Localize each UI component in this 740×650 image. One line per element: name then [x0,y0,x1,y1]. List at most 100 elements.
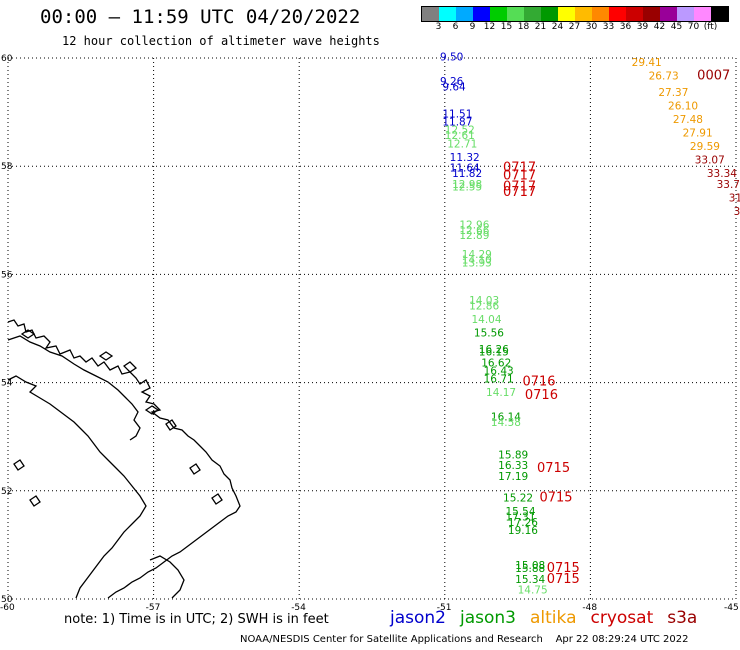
pass-time-label: 0715 [547,572,580,587]
wave-height-value: 16.43 [484,365,514,377]
latitude-label: 54 [1,379,13,389]
wave-height-value: 14.29 [462,249,492,261]
wave-height-value: 26.10 [668,100,698,112]
color-scale-tick: 70 [687,22,700,32]
color-swatch [439,7,456,21]
color-swatch [677,7,694,21]
color-swatch [473,7,490,21]
wave-height-value: 15.22 [503,493,533,505]
coastline-island-3 [122,361,138,373]
wave-height-value: 27.48 [673,114,703,126]
color-scale-tick: 24 [551,22,564,32]
wave-height-value: 12.89 [459,230,489,242]
latitude-label: 60 [1,54,13,64]
credit-line: NOAA/NESDIS Center for Satellite Applica… [240,634,689,645]
pass-time-labels: 0007071707170717071707160716071507150715… [503,69,730,587]
wave-height-value: 14.03 [469,295,499,307]
longitude-label: -57 [146,603,161,613]
coastline-newfoundland [149,555,185,599]
pass-time-label: 0007 [697,69,730,84]
color-swatch [422,7,439,21]
color-scale-tick: 21 [534,22,547,32]
pass-time-label: 0716 [522,374,555,389]
wave-height-value: 35. [734,206,740,218]
wave-height-value: 13.93 [462,257,492,269]
legend-jason3: jason3 [460,608,516,628]
color-swatch [575,7,592,21]
wave-height-value: 31.1 [729,192,740,204]
longitude-label: -45 [724,603,739,613]
wave-height-value: 29.59 [690,141,720,153]
wave-height-value: 27.37 [658,87,688,99]
wave-height-value: 17.31 [505,512,535,524]
wave-height-value: 27.91 [683,127,713,139]
color-scale-tick: 39 [636,22,649,32]
wave-height-value: 16.26 [479,344,509,356]
wave-height-value: 29.41 [632,57,662,69]
color-swatch [456,7,473,21]
coastline-island-7 [211,493,223,505]
wave-height-value: 14.04 [471,314,501,326]
coastline [7,319,241,599]
color-swatch [660,7,677,21]
coastline-island-6 [189,463,201,475]
pass-time-label: 0717 [503,180,536,195]
legend-cryosat: cryosat [590,608,654,628]
wave-height-value: 11.87 [442,117,472,129]
wave-height-value: 15.54 [505,506,535,518]
wave-height-value: 14.75 [518,585,548,597]
wave-height-value: 12.96 [459,219,489,231]
wave-height-value: 11.82 [452,168,482,180]
coastline-island-1 [20,329,36,339]
coastline-island-8 [13,459,25,471]
coastline-island-5 [165,419,177,431]
latitude-label: 58 [1,162,13,172]
pass-time-label: 0717 [503,185,536,200]
color-scale-tick: 30 [585,22,598,32]
color-scale-tick: 6 [452,22,459,32]
longitude-label: -54 [291,603,306,613]
color-swatch [643,7,660,21]
color-scale-tick: 33 [602,22,615,32]
color-scale-tick: 42 [653,22,666,32]
wave-height-value: 12.98 [452,179,482,191]
wave-height-value: 12.86 [469,301,499,313]
lat-lon-grid [7,57,737,600]
wave-height-value: 11.32 [450,152,480,164]
wave-height-value: 17.26 [508,517,538,529]
legend-s3a: s3a [667,608,698,628]
color-swatch [609,7,626,21]
satellite-legend: jason2 jason3 altika cryosat s3a [390,608,711,628]
coastline-labrador [7,319,241,599]
longitude-label: -60 [0,603,15,613]
color-swatch [524,7,541,21]
pass-time-label: 0717 [503,169,536,184]
color-scale-bar [421,6,729,22]
wave-height-value: 15.08 [515,560,545,572]
wave-height-value: 14.10 [462,255,492,267]
wave-height-value: 17.19 [498,471,528,483]
wave-height-value: 15.34 [515,574,545,586]
coastline-island-4 [144,405,160,415]
wave-height-value: 16.71 [484,374,514,386]
color-swatch [558,7,575,21]
legend-altika: altika [530,608,577,628]
pass-time-label: 0717 [503,161,536,176]
coastline-bay [7,375,147,599]
pass-time-label: 0715 [539,491,572,506]
pass-time-label: 0716 [525,388,558,403]
color-scale-tick: 45 [670,22,683,32]
coastline-inlet [7,335,141,441]
coastline-island-9 [29,495,41,507]
wave-height-value: 14.17 [486,387,516,399]
wave-height-value: 16.62 [481,357,511,369]
wave-height-value: 12.52 [445,125,475,137]
legend-jason2: jason2 [390,608,446,628]
wave-height-value: 12.71 [447,138,477,150]
wave-height-value: 26.73 [649,71,679,83]
wave-height-value: 16.33 [498,460,528,472]
wave-height-value: 11.64 [450,163,480,175]
color-swatch [694,7,711,21]
wave-height-value: 33.07 [695,154,725,166]
